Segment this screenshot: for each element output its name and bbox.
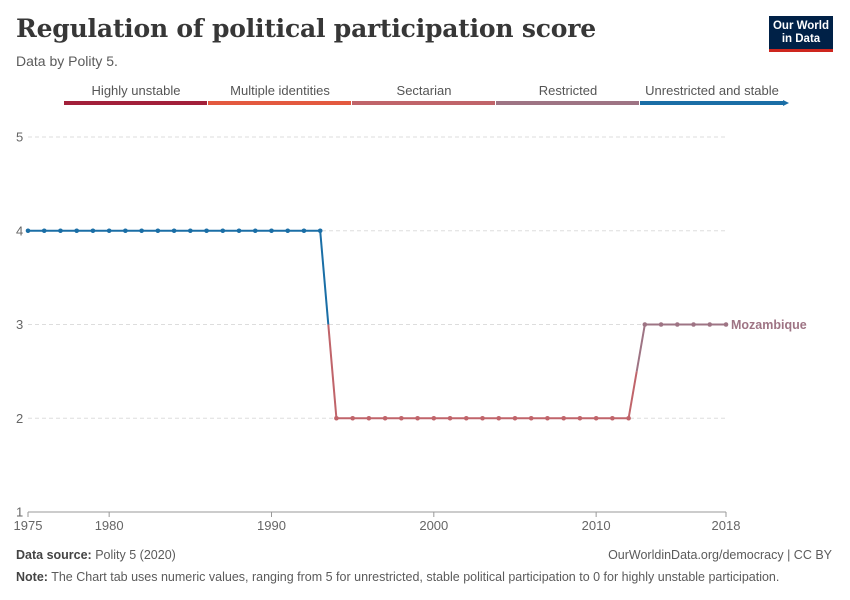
y-tick-label: 4 [16,223,23,238]
y-tick-label: 2 [16,411,23,426]
footer-note: Note: The Chart tab uses numeric values,… [16,570,779,584]
logo-line-2: in Data [781,33,821,45]
data-point [236,228,242,234]
legend-swatch [496,101,639,105]
legend-label: Restricted [539,83,598,98]
chart-subtitle: Data by Polity 5. [16,53,118,69]
data-point [545,415,550,421]
data-point [25,228,31,234]
data-point [269,228,274,234]
data-point [610,415,615,421]
x-tick-label: 2000 [419,518,448,533]
data-point [74,228,79,234]
y-tick-label: 1 [16,505,23,520]
y-tick-label: 3 [16,317,23,332]
data-point [593,415,599,421]
legend-swatch [208,101,351,105]
data-point [577,415,583,421]
footer-url[interactable]: OurWorldinData.org/democracy | CC BY [608,548,832,562]
data-point [626,415,631,421]
data-point [350,415,355,421]
data-point [366,415,372,421]
legend-swatch [640,101,783,105]
owid-logo[interactable]: Our World in Data [769,16,833,52]
data-point [675,322,680,327]
legend-arrow [783,100,789,106]
line-chart: Highly unstable Multiple identities Sectar… [14,83,807,533]
data-point [431,415,437,421]
data-point [561,415,566,421]
series-segment [327,324,338,419]
data-point [658,322,664,327]
series-label: Mozambique [731,318,807,332]
data-point [41,228,47,234]
data-point [90,228,96,234]
x-tick-label: 1980 [95,518,124,533]
data-source: Data source: Polity 5 (2020) [16,548,176,562]
series-segment [627,371,638,419]
data-point [252,228,258,234]
data-point [512,415,518,421]
x-tick-label: 1975 [14,518,43,533]
data-point [642,322,648,327]
data-source-label: Data source: [16,548,92,562]
data-point [123,228,128,234]
data-point [707,322,713,327]
legend-label: Unrestricted and stable [645,83,779,98]
series-segment [319,230,330,325]
data-point [528,415,534,421]
data-point [188,228,193,234]
data-point [463,415,469,421]
data-point [106,228,112,234]
data-point [285,228,291,234]
data-point [382,415,388,421]
legend-label: Multiple identities [230,83,330,98]
legend-swatch [64,101,207,105]
y-tick-label: 5 [16,130,23,145]
legend-label: Sectarian [397,83,452,98]
data-point [155,228,161,234]
data-point [399,415,404,421]
data-point [58,228,63,234]
note-label: Note: [16,570,48,584]
data-point [723,322,729,327]
note-text: The Chart tab uses numeric values, rangi… [47,570,780,584]
data-point [204,228,209,234]
data-point [691,322,696,327]
chart-title: Regulation of political participation sc… [16,14,596,43]
x-tick-label: 1990 [257,518,286,533]
data-point [171,228,177,234]
logo-line-1: Our World [772,20,829,32]
x-tick-label: 2018 [712,518,741,533]
legend-label: Highly unstable [92,83,181,98]
data-point [220,228,226,234]
data-point [415,415,420,421]
data-source-text[interactable]: Polity 5 (2020) [91,548,176,562]
series-segment [635,324,646,372]
legend-swatch [352,101,495,105]
data-point [139,228,144,234]
data-point [447,415,453,421]
data-point [480,415,485,421]
data-point [317,228,323,234]
data-point [496,415,502,421]
data-point [301,228,307,234]
x-tick-label: 2010 [582,518,611,533]
data-point [334,415,339,421]
